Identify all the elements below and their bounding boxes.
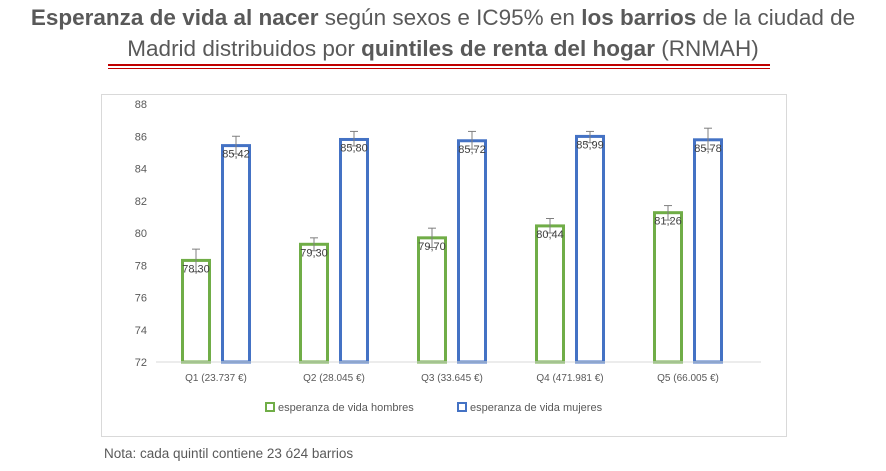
data-label: 85,80 (340, 142, 368, 154)
title-text-2: de la ciudad de (696, 5, 856, 30)
y-tick-label: 88 (135, 99, 147, 111)
chart-title: Esperanza de vida al nacer según sexos e… (10, 2, 876, 64)
y-tick-label: 86 (135, 131, 147, 143)
legend-swatch (265, 402, 275, 412)
x-tick-label: Q4 (471.981 €) (536, 373, 603, 384)
legend-label: esperanza de vida mujeres (470, 402, 603, 414)
y-tick-label: 80 (135, 228, 147, 240)
data-label: 80,44 (536, 229, 564, 241)
chart-frame (101, 94, 787, 437)
footnote: Nota: cada quintil contiene 23 ó24 barri… (104, 446, 354, 461)
bar (339, 137, 369, 364)
data-label: 85,72 (458, 144, 486, 156)
data-label: 79,70 (418, 241, 446, 253)
bar (221, 144, 251, 364)
title-underline-thin (108, 68, 770, 69)
bar (417, 236, 447, 364)
title-bold-1: Esperanza de vida al nacer (30, 5, 319, 30)
title-text-4: (RNMAH) (654, 36, 759, 61)
bar (457, 139, 487, 364)
title-underline-thick (108, 64, 770, 66)
data-label: 79,30 (300, 247, 328, 259)
y-tick-label: 78 (135, 260, 147, 272)
bar (535, 224, 565, 364)
data-label: 85,78 (694, 143, 722, 155)
x-tick-label: Q5 (66.005 €) (657, 373, 719, 384)
y-tick-label: 84 (135, 164, 147, 176)
y-tick-label: 76 (135, 293, 147, 305)
title-bold-2: los barrios (581, 5, 697, 30)
bar (693, 138, 723, 364)
bar (181, 258, 211, 364)
legend-label: esperanza de vida hombres (278, 402, 414, 414)
bar (575, 134, 605, 364)
data-label: 85,42 (222, 149, 250, 161)
x-tick-label: Q2 (28.045 €) (303, 373, 365, 384)
data-label: 85,99 (576, 139, 604, 151)
title-text-1: según sexos e IC95% en (318, 5, 582, 30)
y-tick-label: 82 (135, 196, 147, 208)
y-tick-label: 74 (135, 325, 147, 337)
data-label: 81,26 (654, 216, 682, 228)
x-tick-label: Q3 (33.645 €) (421, 373, 483, 384)
y-tick-label: 72 (135, 357, 147, 369)
bar-chart: 72 74 76 78 80 82 84 86 88 78,30 85,42 Q1 (23.737 €… (135, 99, 761, 414)
bar (299, 242, 329, 364)
x-tick-label: Q1 (23.737 €) (185, 373, 247, 384)
title-bold-3: quintiles de renta del hogar (361, 36, 655, 61)
legend-swatch (457, 402, 467, 412)
title-text-3: Madrid distribuidos por (127, 36, 362, 61)
data-label: 78,30 (182, 263, 210, 275)
bar (653, 211, 683, 364)
